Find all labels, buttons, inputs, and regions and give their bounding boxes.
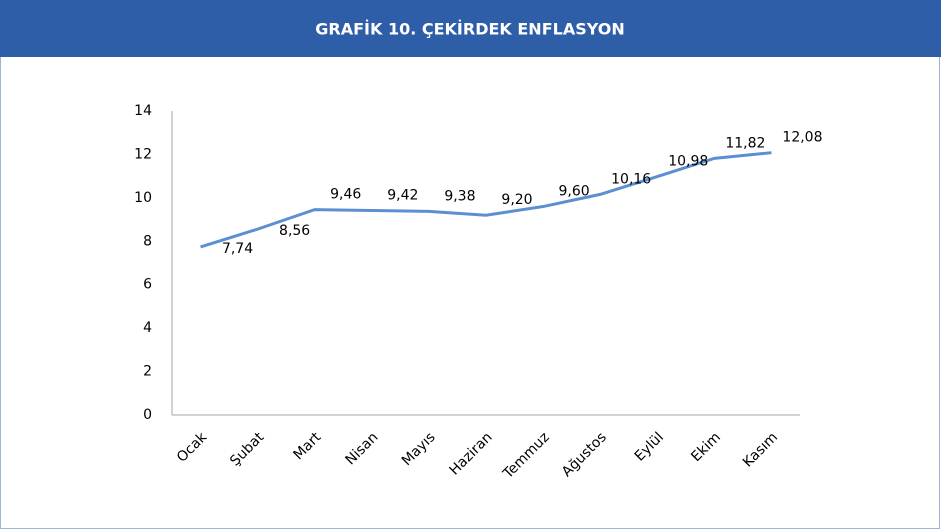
data-label: 7,74 — [222, 241, 253, 257]
data-label: 12,08 — [782, 130, 822, 146]
data-label: 9,42 — [387, 187, 418, 203]
data-label: 9,46 — [330, 187, 361, 203]
data-label: 9,38 — [444, 188, 475, 204]
y-tick-label: 10 — [134, 190, 152, 206]
y-tick-label: 8 — [143, 233, 152, 249]
y-tick-label: 2 — [143, 364, 152, 380]
y-tick-label: 6 — [143, 277, 152, 293]
y-tick-label: 12 — [134, 146, 152, 162]
title-bar — [0, 0, 941, 57]
chart-title: GRAFİK 10. ÇEKİRDEK ENFLASYON — [315, 20, 624, 39]
data-label: 9,20 — [501, 192, 532, 208]
data-label: 8,56 — [279, 223, 310, 239]
data-label: 11,82 — [725, 135, 765, 151]
y-tick-label: 14 — [134, 103, 152, 119]
y-tick-label: 0 — [143, 407, 152, 423]
data-label: 10,16 — [611, 171, 651, 187]
data-label: 9,60 — [559, 184, 590, 200]
y-tick-label: 4 — [143, 320, 152, 336]
data-label: 10,98 — [668, 154, 708, 170]
series-line — [200, 151, 772, 249]
